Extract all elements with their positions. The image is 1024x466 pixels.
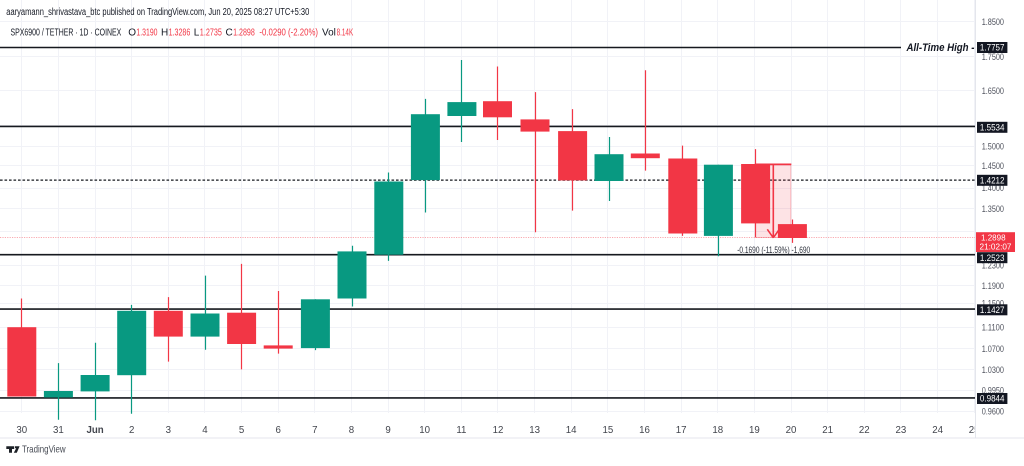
svg-text:7: 7 (312, 425, 317, 436)
svg-text:0.9844: 0.9844 (980, 394, 1005, 404)
svg-text:2: 2 (129, 425, 134, 436)
svg-text:0.9950: 0.9950 (982, 385, 1004, 395)
svg-text:15: 15 (603, 425, 614, 436)
svg-text:25: 25 (969, 425, 980, 436)
svg-text:1.2300: 1.2300 (982, 261, 1004, 271)
svg-text:H: H (161, 28, 168, 39)
svg-text:5: 5 (239, 425, 244, 436)
svg-text:aaryamann_shrivastava_btc publ: aaryamann_shrivastava_btc published on T… (6, 7, 309, 18)
svg-text:1.8500: 1.8500 (982, 17, 1004, 27)
svg-text:1.1900: 1.1900 (982, 281, 1004, 291)
svg-text:O: O (128, 28, 136, 39)
svg-text:3: 3 (166, 425, 171, 436)
svg-text:18: 18 (712, 425, 723, 436)
svg-text:1.6500: 1.6500 (982, 86, 1004, 96)
svg-text:30: 30 (16, 425, 27, 436)
svg-text:L: L (194, 28, 200, 39)
svg-text:C: C (226, 28, 233, 39)
svg-text:6: 6 (276, 425, 281, 436)
svg-text:8.14K: 8.14K (337, 28, 354, 39)
svg-text:1.5000: 1.5000 (982, 142, 1004, 152)
svg-text:1.4212: 1.4212 (980, 175, 1005, 185)
svg-text:1.0300: 1.0300 (982, 365, 1004, 375)
svg-text:20: 20 (786, 425, 797, 436)
svg-text:-0.0290 (-2.20%): -0.0290 (-2.20%) (259, 28, 318, 39)
svg-text:1.3500: 1.3500 (982, 204, 1004, 214)
svg-text:1.2523: 1.2523 (980, 253, 1005, 263)
svg-text:1.2898: 1.2898 (233, 28, 255, 39)
svg-text:13: 13 (529, 425, 540, 436)
svg-text:1.4500: 1.4500 (982, 161, 1004, 171)
svg-text:1.0700: 1.0700 (982, 344, 1004, 354)
svg-text:1.7500: 1.7500 (982, 52, 1004, 62)
svg-text:1.3190: 1.3190 (136, 28, 157, 39)
svg-text:19: 19 (749, 425, 760, 436)
svg-text:1.1427: 1.1427 (980, 305, 1005, 315)
svg-text:21: 21 (822, 425, 833, 436)
svg-text:8: 8 (349, 425, 354, 436)
svg-text:1.1500: 1.1500 (982, 299, 1004, 309)
svg-text:1.5534: 1.5534 (980, 122, 1005, 132)
svg-text:4: 4 (202, 425, 208, 436)
svg-text:1.2898: 1.2898 (981, 232, 1006, 242)
svg-text:1.4000: 1.4000 (982, 183, 1004, 193)
svg-text:1.2735: 1.2735 (200, 28, 222, 39)
svg-text:11: 11 (456, 425, 466, 436)
svg-text:21:02:07: 21:02:07 (980, 242, 1012, 252)
svg-text:24: 24 (932, 425, 943, 436)
svg-text:17: 17 (676, 425, 687, 436)
svg-text:10: 10 (419, 425, 430, 436)
svg-text:14: 14 (566, 425, 577, 436)
svg-text:Jun: Jun (86, 425, 103, 436)
svg-text:12: 12 (493, 425, 504, 436)
svg-text:23: 23 (896, 425, 907, 436)
svg-text:SPX6900 / TETHER · 1D · COINEX: SPX6900 / TETHER · 1D · COINEX (11, 28, 122, 39)
svg-text:Vol: Vol (322, 28, 336, 39)
svg-text:0.9600: 0.9600 (982, 407, 1004, 417)
svg-text:16: 16 (639, 425, 650, 436)
svg-text:All-Time High -: All-Time High - (906, 42, 975, 54)
svg-text:-0.1690 (-11.59%) -1,690: -0.1690 (-11.59%) -1,690 (737, 245, 810, 255)
svg-text:22: 22 (859, 425, 870, 436)
svg-text:31: 31 (53, 425, 64, 436)
svg-text:1.7757: 1.7757 (980, 43, 1005, 53)
svg-text:1.3286: 1.3286 (169, 28, 191, 39)
svg-text:1.1100: 1.1100 (982, 323, 1004, 333)
svg-text:9: 9 (385, 425, 390, 436)
svg-text:TradingView: TradingView (22, 443, 66, 455)
